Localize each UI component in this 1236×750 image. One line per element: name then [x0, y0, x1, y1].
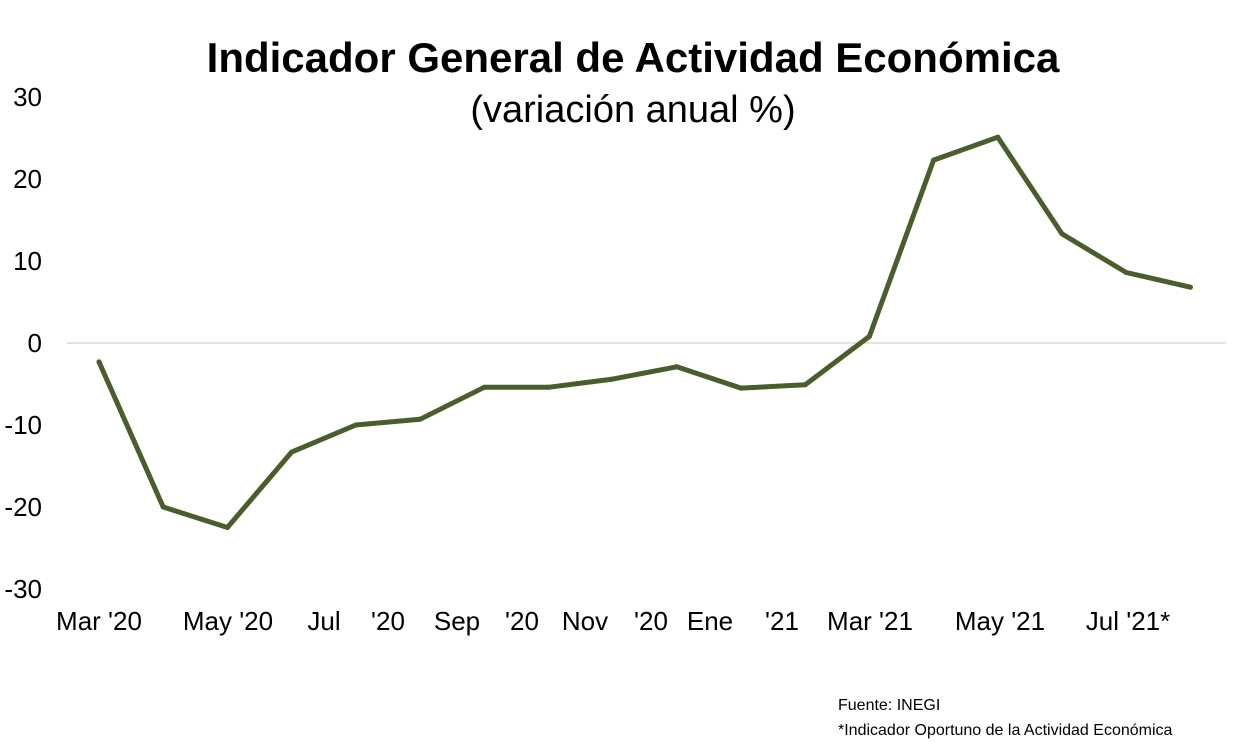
y-tick-label: 0	[28, 328, 42, 358]
x-tick-label: May '21	[955, 606, 1045, 636]
data-point	[224, 525, 230, 530]
x-tick-label: '20	[371, 606, 405, 636]
y-axis-ticks: 30 20 10 0 -10 -20 -30	[4, 82, 42, 604]
data-point	[353, 422, 359, 428]
data-point	[289, 449, 295, 455]
x-tick-label: Mar '20	[56, 606, 142, 636]
x-tick-label: Jul	[307, 606, 340, 636]
source-note: Fuente: INEGI	[838, 697, 940, 714]
data-point	[674, 364, 680, 370]
data-point	[481, 384, 487, 390]
data-point	[738, 385, 744, 391]
x-tick-label: Sep	[434, 606, 480, 636]
x-tick-label: '20	[505, 606, 539, 636]
series-group	[96, 134, 1193, 530]
data-point	[931, 157, 937, 163]
y-tick-label: -30	[4, 574, 42, 604]
x-tick-label: '21	[765, 606, 799, 636]
data-point	[1123, 270, 1129, 275]
y-tick-label: 30	[13, 82, 42, 112]
y-tick-label: 20	[13, 164, 42, 194]
data-point	[610, 376, 616, 382]
data-point	[160, 504, 166, 510]
series-line	[96, 134, 1193, 530]
data-point	[417, 416, 423, 422]
x-axis-ticks: Mar '20 May '20 Jul '20 Sep '20 Nov '20 Ene '21 Ma…	[56, 606, 1170, 636]
data-point	[1059, 231, 1065, 237]
footnote: *Indicador Oportuno de la Actividad Econ…	[838, 722, 1173, 739]
y-tick-label: -20	[4, 492, 42, 522]
chart-subtitle: (variación anual %)	[470, 89, 795, 131]
x-tick-label: Ene	[687, 606, 733, 636]
data-point	[802, 382, 808, 388]
data-point	[545, 384, 551, 390]
x-tick-label: Jul '21*	[1086, 606, 1170, 636]
y-tick-label: -10	[4, 410, 42, 440]
data-point	[96, 359, 102, 365]
data-point	[1187, 284, 1193, 290]
x-tick-label: Nov	[562, 606, 608, 636]
chart-title: Indicador General de Actividad Económica	[207, 34, 1060, 81]
y-tick-label: 10	[13, 246, 42, 276]
x-tick-label: Mar '21	[827, 606, 913, 636]
data-point	[866, 333, 872, 339]
data-point	[995, 134, 1001, 140]
x-tick-label: May '20	[183, 606, 273, 636]
x-tick-label: '20	[634, 606, 668, 636]
